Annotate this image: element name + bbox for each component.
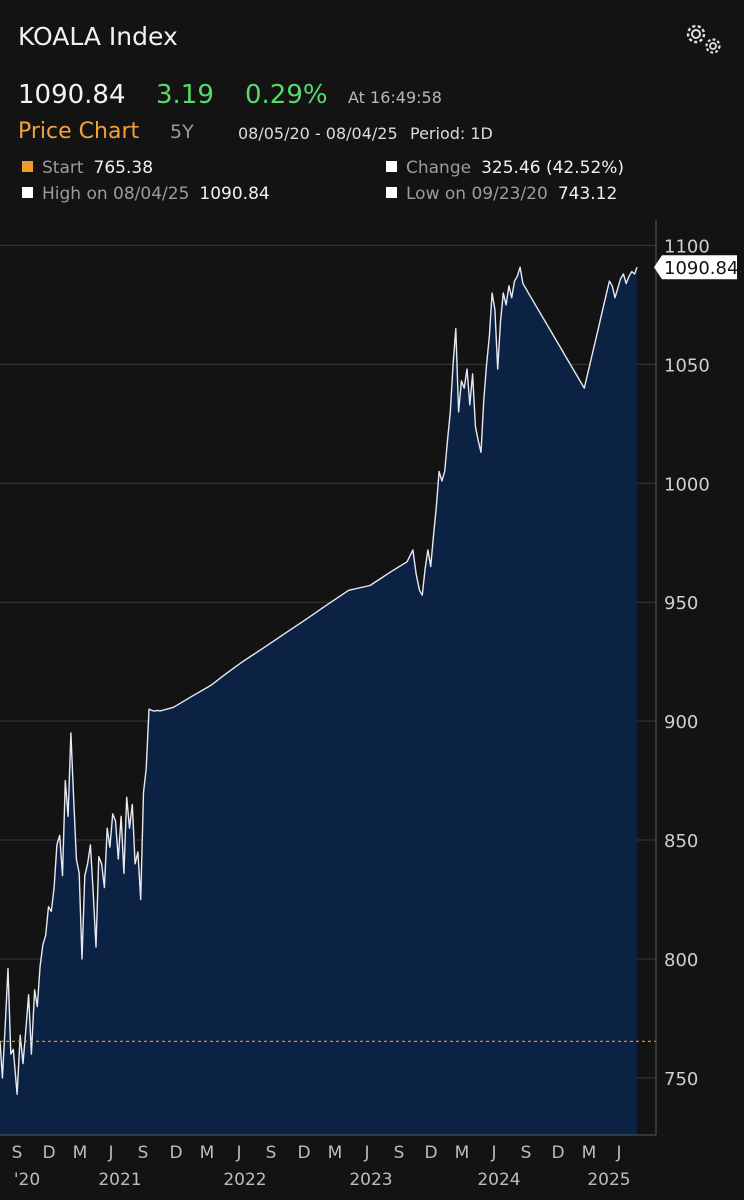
x-tick-label: M — [73, 1143, 88, 1163]
net-change: 3.19 — [156, 80, 214, 110]
period-selector[interactable]: Period: 1D — [410, 124, 493, 143]
price-area — [0, 267, 637, 1135]
x-tick-label: M — [200, 1143, 215, 1163]
y-tick-label: 1100 — [664, 236, 710, 257]
y-tick-label: 850 — [664, 831, 698, 852]
high-label: High on 08/04/25 — [42, 184, 190, 204]
x-tick-label: D — [42, 1143, 55, 1163]
gear-icon[interactable] — [682, 20, 726, 58]
x-tick-label: J — [107, 1143, 113, 1163]
y-tick-label: 750 — [664, 1069, 698, 1090]
timestamp: At 16:49:58 — [348, 88, 442, 107]
x-tick-label: M — [455, 1143, 470, 1163]
price-line — [0, 266, 638, 1095]
last-value-callout — [654, 255, 737, 280]
y-tick-label: 1050 — [664, 355, 710, 376]
change-value: 325.46 (42.52%) — [481, 158, 625, 178]
change-marker-icon — [386, 161, 397, 172]
range-selector[interactable]: 5Y — [170, 121, 194, 143]
x-tick-label: J — [615, 1143, 621, 1163]
last-price: 1090.84 — [18, 80, 126, 110]
percent-change: 0.29% — [245, 80, 328, 110]
x-tick-label: M — [328, 1143, 343, 1163]
low-value: 743.12 — [557, 184, 618, 204]
change-stat: Change 325.46 (42.52%) — [386, 158, 624, 178]
x-tick-label: S — [12, 1143, 23, 1163]
price-chart-title: Price Chart — [18, 119, 140, 144]
x-tick-label: S — [138, 1143, 149, 1163]
change-label: Change — [406, 158, 472, 178]
low-label: Low on 09/23/20 — [406, 184, 548, 204]
last-value-label: 1090.84 — [664, 258, 738, 279]
x-year-label: 2024 — [477, 1170, 520, 1190]
x-tick-label: J — [235, 1143, 241, 1163]
x-tick-label: M — [582, 1143, 597, 1163]
x-tick-label: D — [297, 1143, 310, 1163]
start-value: 765.38 — [93, 158, 154, 178]
x-tick-label: S — [521, 1143, 532, 1163]
start-label: Start — [42, 158, 84, 178]
high-stat: High on 08/04/25 1090.84 — [22, 184, 270, 204]
x-tick-label: J — [490, 1143, 496, 1163]
x-tick-label: S — [266, 1143, 277, 1163]
high-marker-icon — [22, 187, 33, 198]
low-marker-icon — [386, 187, 397, 198]
x-year-label: 2025 — [587, 1170, 630, 1190]
x-tick-label: D — [169, 1143, 182, 1163]
start-stat: Start 765.38 — [22, 158, 153, 178]
low-stat: Low on 09/23/20 743.12 — [386, 184, 617, 204]
x-year-label: '20 — [14, 1170, 40, 1190]
x-year-label: 2022 — [223, 1170, 266, 1190]
start-marker-icon — [22, 161, 33, 172]
y-tick-label: 900 — [664, 712, 698, 733]
x-tick-label: S — [394, 1143, 405, 1163]
x-tick-label: D — [551, 1143, 564, 1163]
y-tick-label: 800 — [664, 950, 698, 971]
x-year-label: 2021 — [98, 1170, 141, 1190]
index-title: KOALA Index — [18, 22, 178, 51]
x-tick-label: D — [424, 1143, 437, 1163]
x-year-label: 2023 — [349, 1170, 392, 1190]
y-tick-label: 950 — [664, 593, 698, 614]
x-tick-label: J — [363, 1143, 369, 1163]
date-range: 08/05/20 - 08/04/25 — [238, 124, 398, 143]
y-tick-label: 1000 — [664, 474, 710, 495]
high-value: 1090.84 — [199, 184, 270, 204]
